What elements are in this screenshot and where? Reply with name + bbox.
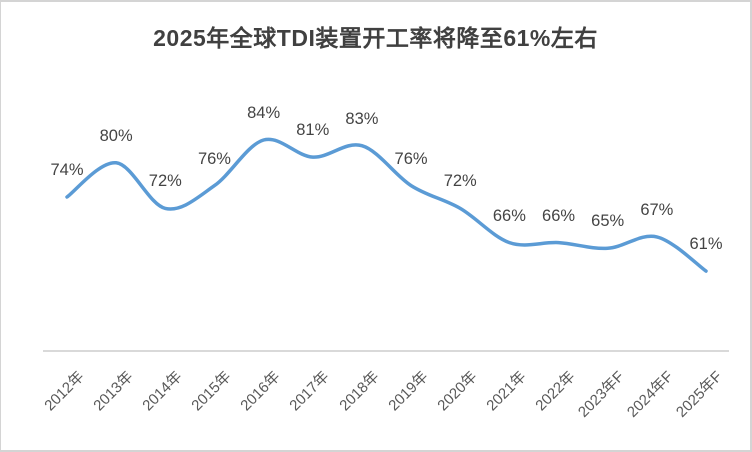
chart-title: 2025年全球TDI装置开工率将降至61%左右 (153, 25, 598, 51)
data-label: 80% (99, 126, 133, 145)
data-label: 72% (443, 172, 477, 191)
data-label: 72% (148, 172, 182, 191)
data-label: 76% (394, 149, 428, 168)
data-label: 67% (640, 200, 674, 219)
data-label: 66% (542, 206, 576, 225)
trend-line (65, 137, 708, 273)
x-axis-line (43, 350, 729, 352)
data-label: 83% (345, 109, 379, 128)
data-label: 81% (296, 121, 330, 140)
data-label: 84% (247, 104, 281, 122)
data-label: 65% (591, 212, 625, 231)
data-label: 66% (492, 206, 526, 225)
data-label: 61% (689, 235, 723, 254)
data-label: 76% (197, 149, 231, 168)
data-label: 74% (50, 161, 84, 179)
